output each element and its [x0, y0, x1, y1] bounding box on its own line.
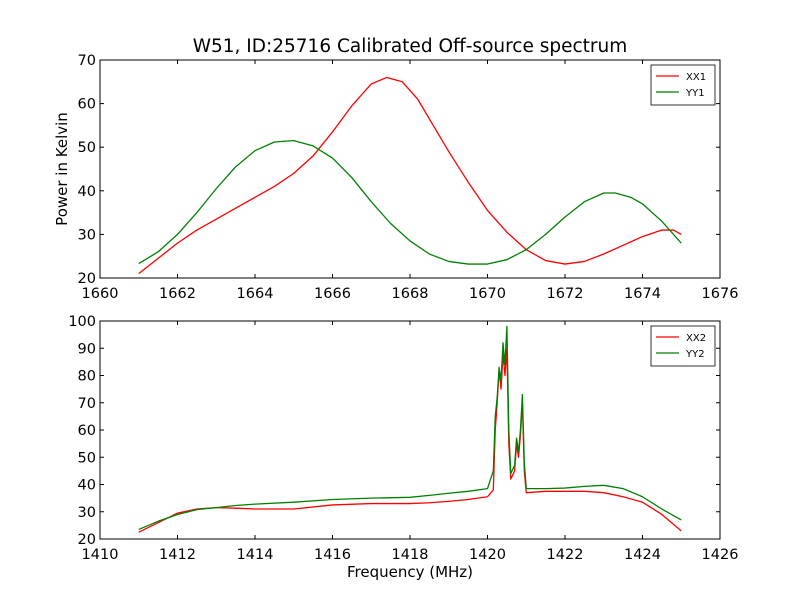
x-tick-label: 1426	[702, 547, 739, 563]
series-line-yy1	[138, 140, 682, 265]
y-tick-label: 20	[78, 271, 96, 287]
y-tick-label: 60	[78, 97, 96, 113]
y-tick-label: 70	[78, 53, 96, 69]
x-tick-label: 1664	[237, 286, 274, 302]
plot-area	[100, 60, 720, 278]
x-tick-label: 1674	[624, 286, 661, 302]
chart-title: W51, ID:25716 Calibrated Off-source spec…	[193, 36, 628, 57]
y-tick-label: 100	[68, 314, 96, 330]
y-tick-label: 30	[78, 227, 96, 243]
plot-area	[100, 321, 720, 539]
series-line-xx1	[138, 76, 682, 275]
legend-box	[650, 64, 716, 106]
y-tick-label: 50	[78, 450, 96, 466]
legend-label: YY1	[685, 88, 705, 99]
x-tick-label: 1670	[469, 286, 506, 302]
y-tick-label: 40	[78, 184, 96, 200]
x-tick-label: 1424	[624, 547, 661, 563]
legend-label: XX1	[686, 72, 706, 83]
x-tick-label: 1676	[702, 286, 739, 302]
x-axis-label: Frequency (MHz)	[347, 563, 473, 581]
x-tick-label: 1666	[314, 286, 351, 302]
x-tick-label: 1668	[392, 286, 429, 302]
x-tick-label: 1410	[82, 547, 119, 563]
x-tick-label: 1660	[82, 286, 119, 302]
x-tick-label: 1420	[469, 547, 506, 563]
y-tick-label: 50	[78, 140, 96, 156]
x-tick-label: 1672	[547, 286, 584, 302]
x-tick-label: 1412	[159, 547, 196, 563]
y-tick-label: 30	[78, 505, 96, 521]
bottom-spectrum-chart: 1410 1412 1414 1416 1418 1420 1422 1424 1426 20 30…	[68, 314, 738, 581]
series-line-yy2	[138, 325, 682, 531]
x-tick-label: 1662	[159, 286, 196, 302]
x-tick-label: 1418	[392, 547, 429, 563]
y-tick-label: 70	[78, 396, 96, 412]
top-spectrum-chart: 1660 1662 1664 1666 1668 1670 1672 1674 1676 20 30…	[53, 53, 738, 302]
x-tick-label: 1414	[237, 547, 274, 563]
x-tick-label: 1422	[547, 547, 584, 563]
y-tick-label: 80	[78, 369, 96, 385]
legend-box	[650, 325, 716, 367]
x-tick-label: 1416	[314, 547, 351, 563]
legend-label: YY2	[685, 349, 705, 360]
y-tick-label: 60	[78, 423, 96, 439]
y-tick-label: 40	[78, 478, 96, 494]
y-axis-label: Power in Kelvin	[53, 112, 71, 226]
y-tick-label: 90	[78, 341, 96, 357]
y-tick-label: 20	[78, 532, 96, 548]
legend-label: XX2	[686, 333, 706, 344]
